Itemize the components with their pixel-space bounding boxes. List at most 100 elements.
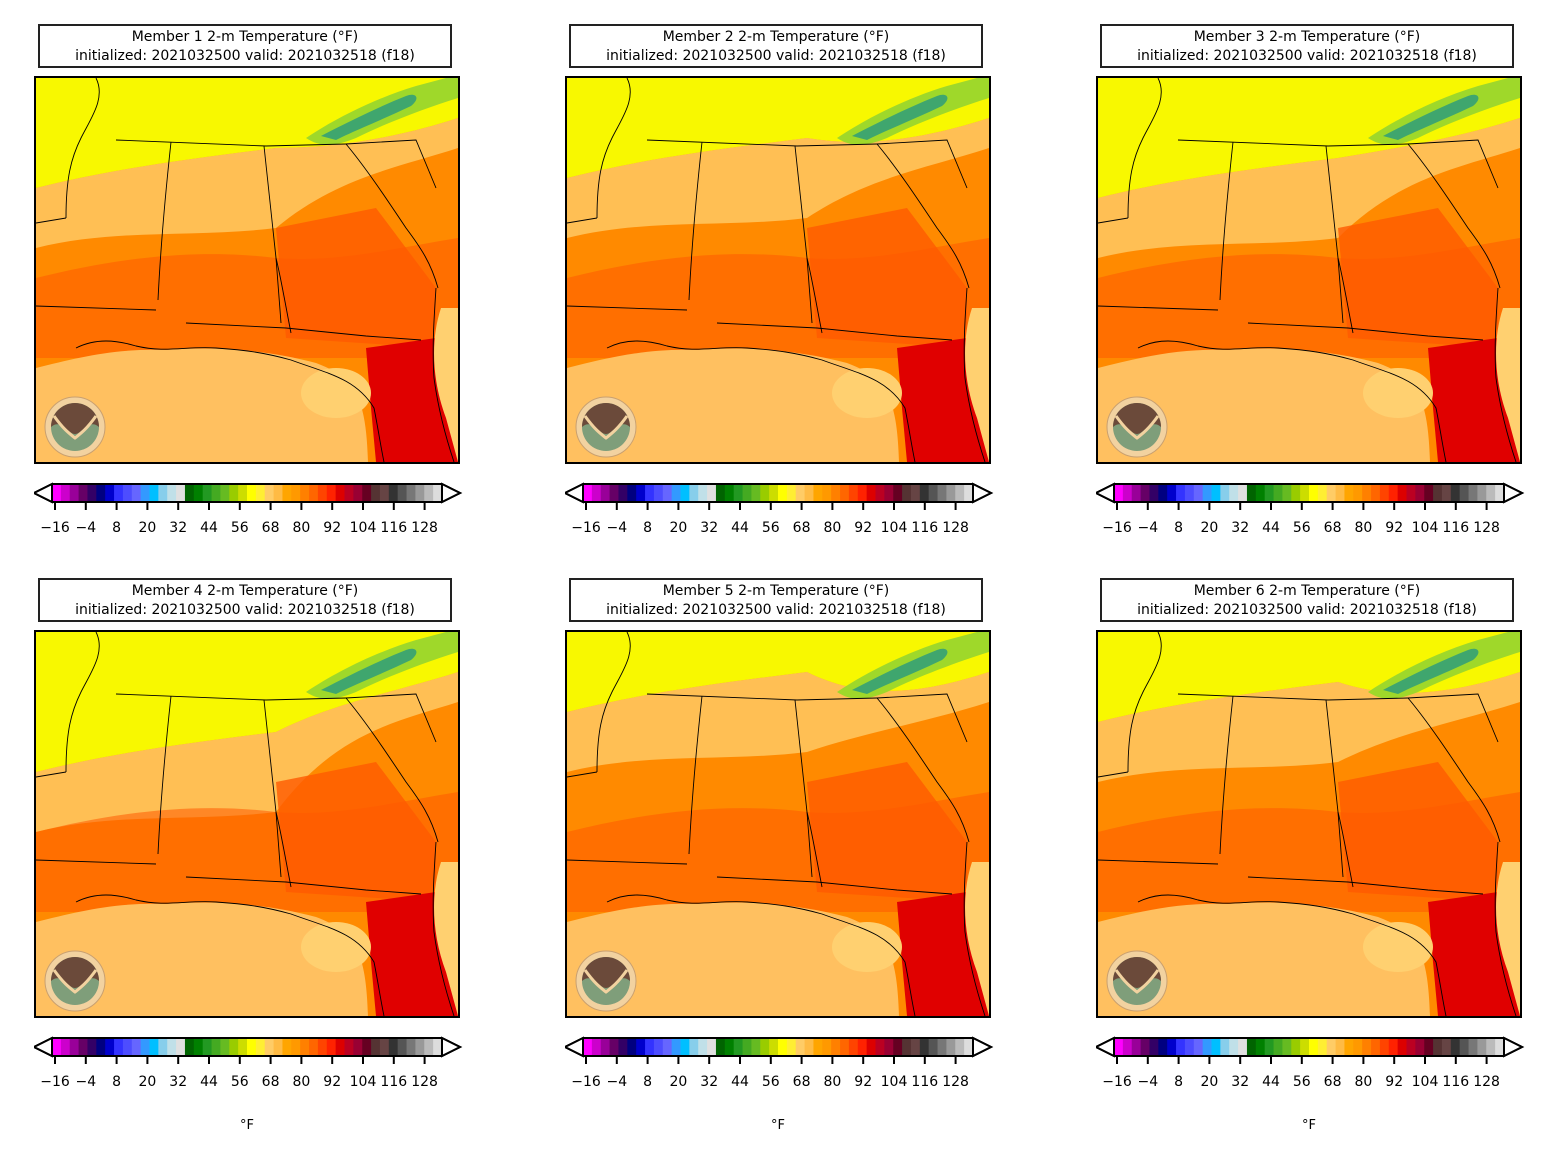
colorbar-swatch [1149,484,1159,502]
colorbar-swatch [282,484,292,502]
colorbar-swatch [1362,484,1372,502]
colorbar-tick-label: 104 [350,1074,377,1090]
state-border-tn-south [1177,693,1409,701]
colorbar-swatch [1379,484,1390,502]
colorbar-swatch [636,1038,646,1056]
colorbar-swatch [1202,1038,1212,1056]
northern-cool-band [36,672,458,832]
colorbar-tick-label: 32 [700,520,718,536]
colorbar-tick-label: 56 [762,520,780,536]
colorbar-tick-label: 8 [643,520,652,536]
colorbar-swatch [1273,1038,1283,1056]
colorbar-swatch [618,1038,628,1056]
colorbar-swatch [786,1038,797,1056]
northern-yellow-band [567,78,989,178]
colorbar-swatch [1220,1038,1230,1056]
colorbar-swatch [60,1038,71,1056]
colorbar-tick-label: −4 [1137,520,1158,536]
colorbar-tick-label: 8 [1174,520,1183,536]
colorbar-swatch [724,484,735,502]
colorbar-swatch [264,1038,275,1056]
colorbar-swatch [884,1038,894,1056]
colorbar-swatch [866,1038,876,1056]
coastline-atlantic [432,841,455,1016]
colorbar-swatch [1282,1038,1292,1056]
colorbar-tick-label: 8 [643,1074,652,1090]
colorbar-swatch [371,484,381,502]
panel-title: Member 1 2-m Temperature (°F) [131,29,359,45]
member-panel: Member 3 2-m Temperature (°F) initialize… [1093,24,1536,584]
colorbar-swatch [122,484,133,502]
colorbar-swatch [247,1038,257,1056]
colorbar-tick-label: 20 [1200,1074,1218,1090]
colorbar-swatch [919,1038,930,1056]
colorbar-swatch [1158,484,1168,502]
colorbar-tick-label: 20 [138,1074,156,1090]
state-border-ga-sc [876,143,970,289]
state-borders [1098,632,1517,1016]
colorbar-swatch [671,1038,681,1056]
colorbar-swatch [1202,484,1212,502]
colorbar-swatch [707,1038,717,1056]
panel-title: Member 5 2-m Temperature (°F) [662,583,890,599]
state-border-fl-north [185,322,422,341]
colorbar-swatch [955,484,965,502]
colorbar-swatch [751,1038,761,1056]
atlantic-ocean [1496,308,1520,462]
colorbar-swatch [1424,1038,1434,1056]
coastline-gulf [1137,894,1447,1016]
colorbar-swatch [353,1038,363,1056]
colorbar-swatch [636,484,646,502]
colorbar-tick-label: 32 [1231,520,1249,536]
colorbar-tick-label: 56 [1293,1074,1311,1090]
colorbar-extend-left [562,1036,584,1058]
colorbar-tick-label: 68 [262,520,280,536]
colorbar-swatch [680,1038,690,1056]
state-border-ms-west [157,141,172,301]
state-border-ms-ar [1127,78,1162,219]
colorbar-swatch [1441,1038,1452,1056]
colorbar-swatch [893,1038,903,1056]
colorbar-swatch [1246,484,1257,502]
colorbar-swatch [317,1038,328,1056]
colorbar-swatch [778,1038,788,1056]
colorbar-tick-label: 32 [169,520,187,536]
gulf-cool-spot [301,368,371,418]
state-borders [567,632,986,1016]
colorbar-tick-label: 32 [700,1074,718,1090]
colorbar-swatch [1140,1038,1150,1056]
colorbar-swatch [955,1038,965,1056]
colorbar-swatch [857,484,868,502]
colorbar-swatch [680,484,690,502]
colorbar-swatch [1229,484,1239,502]
colorbar-tick-label: 44 [731,1074,749,1090]
colorbar-tick-label: 116 [1442,1074,1469,1090]
panel-title-box: Member 2 2-m Temperature (°F) initialize… [569,24,983,68]
panel-subtitle: initialized: 2021032500 valid: 202103251… [75,48,415,64]
colorbar-swatch [1131,484,1142,502]
state-border-tn-south [646,139,878,147]
northern-cool-band [567,118,989,238]
colorbar-swatch [1193,1038,1204,1056]
colorbar-swatch [424,484,434,502]
colorbar-swatch [1193,484,1204,502]
temperature-map [565,76,991,464]
colorbar-swatch [1495,484,1505,502]
colorbar-tick-label: 32 [169,1074,187,1090]
colorbar-swatch [114,484,124,502]
colorbar-swatch [140,1038,150,1056]
colorbar-extend-left [1093,482,1115,504]
colorbar-extend-right [972,482,994,504]
colorbar-tick-label: 104 [1412,520,1439,536]
colorbar-swatch [689,1038,699,1056]
colorbar-swatch [1300,1038,1310,1056]
atlantic-ocean [434,308,458,462]
state-border-sc-nc [876,693,968,743]
colorbar-tick-label: −4 [75,1074,96,1090]
colorbar-swatch [362,484,372,502]
colorbar-swatch [406,1038,416,1056]
state-borders [36,632,455,1016]
colorbar-swatch [583,484,593,502]
colorbar-extend-left [31,1036,53,1058]
noaa-logo-icon [44,396,106,458]
